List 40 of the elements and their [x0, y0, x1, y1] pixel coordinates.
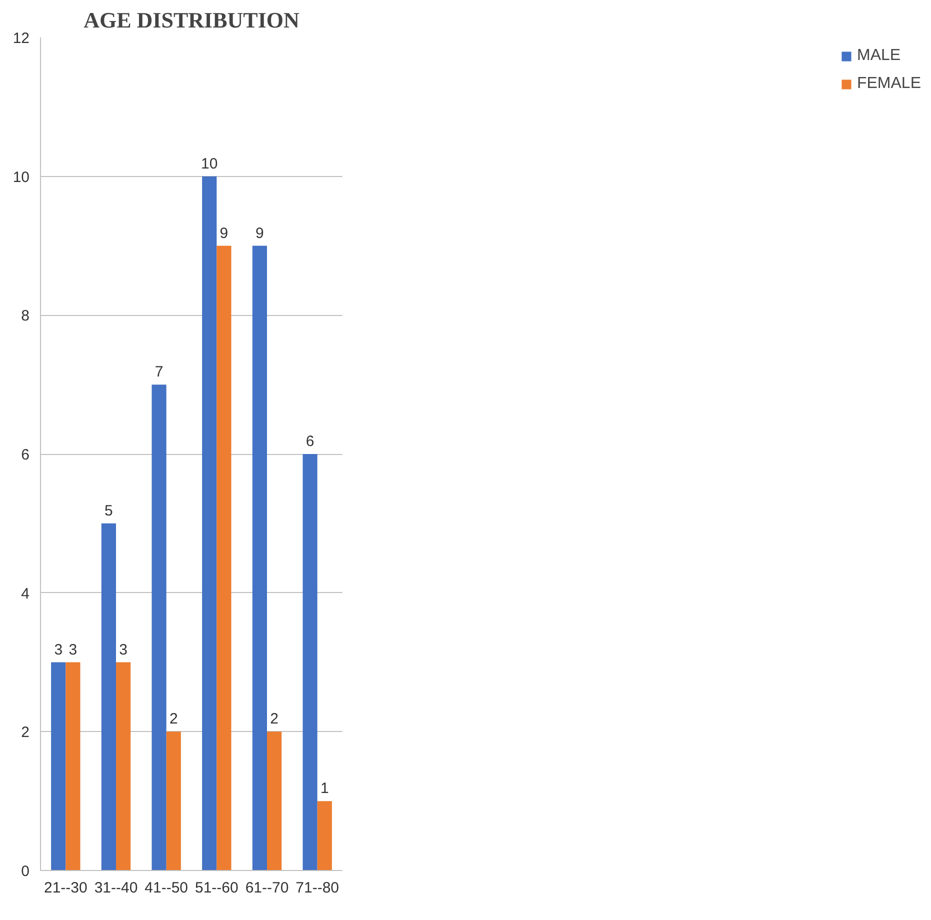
bar	[216, 246, 232, 870]
y-tick-label: 8	[21, 308, 30, 325]
data-label: 3	[54, 641, 63, 658]
bar	[317, 801, 332, 870]
data-label: 1	[320, 780, 329, 798]
y-tick-label: 2	[21, 724, 30, 742]
data-label: 3	[119, 641, 128, 658]
bar	[302, 454, 318, 870]
bar	[116, 662, 131, 870]
bar	[267, 732, 282, 870]
x-tick-label: 41--50	[144, 880, 188, 896]
chart-title: AGE DISTRIBUTION	[84, 8, 300, 32]
data-label: 7	[154, 364, 164, 381]
bar	[101, 523, 116, 870]
data-label: 6	[306, 433, 314, 450]
data-label: 2	[270, 710, 278, 728]
y-tick-label: 4	[21, 585, 30, 602]
data-label: 10	[201, 155, 218, 172]
legend-label: MALE	[856, 47, 901, 65]
legend-label: FEMALE	[856, 75, 921, 93]
x-tick-label: 31--40	[94, 880, 138, 896]
x-tick-label: 51--60	[194, 880, 238, 896]
bar	[152, 384, 166, 870]
x-tick-label: 71--80	[296, 880, 340, 896]
data-label: 9	[220, 224, 228, 242]
y-tick-label: 10	[12, 168, 30, 186]
bar	[51, 662, 66, 870]
y-tick-label: 6	[21, 446, 30, 464]
y-tick-label: 0	[21, 863, 30, 880]
bar	[252, 246, 267, 870]
y-tick-label: 12	[12, 30, 30, 47]
data-label: 9	[256, 224, 264, 242]
data-label: 5	[104, 502, 113, 520]
data-label: 2	[169, 710, 178, 728]
bar	[66, 662, 80, 870]
x-tick-label: 21--30	[44, 880, 88, 896]
bar	[166, 732, 181, 870]
x-tick-label: 61--70	[245, 880, 289, 896]
data-label: 3	[68, 641, 78, 658]
bar	[202, 176, 217, 870]
